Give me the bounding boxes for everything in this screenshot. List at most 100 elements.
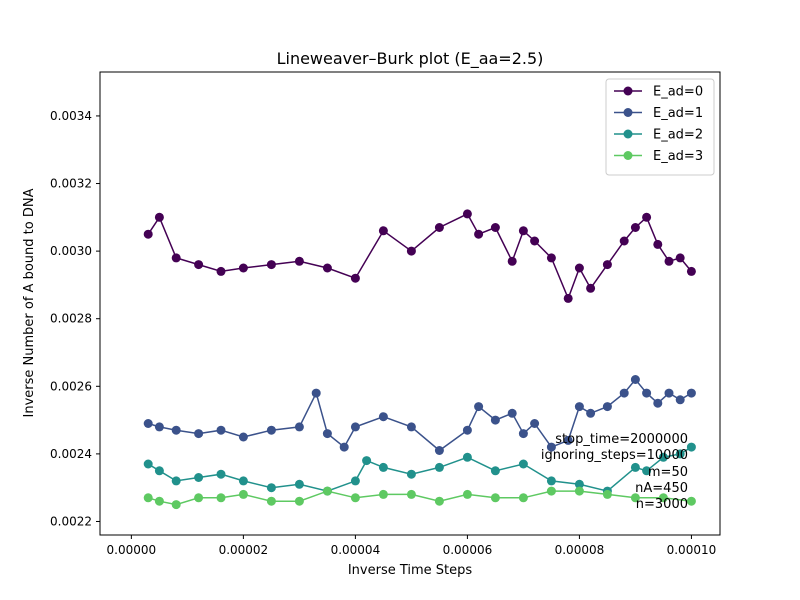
- data-point: [530, 236, 540, 246]
- data-point: [518, 493, 528, 503]
- data-point: [507, 408, 517, 418]
- data-point: [630, 375, 640, 384]
- data-point: [362, 456, 372, 466]
- data-point: [378, 226, 388, 236]
- data-point: [322, 263, 332, 273]
- data-point: [194, 260, 204, 270]
- legend-marker: [623, 151, 633, 160]
- data-point: [619, 236, 629, 246]
- legend-label: E_ad=2: [653, 128, 703, 143]
- data-point: [216, 425, 226, 435]
- data-point: [546, 253, 556, 263]
- data-point: [434, 223, 444, 232]
- y-tick-label: 0.0028: [50, 312, 92, 326]
- legend: E_ad=0 E_ad=1 E_ad=2 E_ad=3: [605, 78, 715, 176]
- data-point: [474, 229, 484, 239]
- legend-marker: [623, 86, 633, 96]
- data-point: [294, 422, 304, 432]
- data-point: [154, 212, 164, 222]
- y-tick-label: 0.0034: [50, 109, 92, 123]
- series-2: [143, 442, 696, 496]
- data-point: [518, 226, 528, 236]
- data-point: [378, 412, 388, 422]
- data-point: [630, 493, 640, 503]
- data-point: [434, 446, 444, 455]
- data-point: [294, 496, 304, 506]
- data-point: [238, 263, 248, 273]
- annotation-m: m=50: [648, 465, 688, 480]
- data-point: [507, 256, 517, 266]
- data-point: [619, 388, 629, 398]
- plot-frame: [99, 71, 721, 536]
- x-tick-label: 0.00004: [331, 543, 381, 557]
- data-point: [171, 253, 181, 263]
- data-point: [546, 442, 556, 452]
- data-point: [238, 489, 248, 499]
- data-point: [546, 486, 556, 496]
- annotation-na: nA=450: [635, 481, 688, 496]
- legend-label: E_ad=0: [653, 85, 703, 100]
- legend-item: E_ad=3: [614, 149, 703, 164]
- data-point: [530, 419, 540, 428]
- data-point: [143, 419, 153, 428]
- data-point: [563, 293, 573, 303]
- data-point: [266, 483, 276, 493]
- data-point: [686, 496, 696, 506]
- y-tick-label: 0.0026: [50, 379, 92, 393]
- data-point: [238, 432, 248, 442]
- data-point: [406, 422, 416, 432]
- data-point: [294, 256, 304, 266]
- data-point: [563, 435, 573, 445]
- series-line: [147, 490, 692, 506]
- data-point: [462, 425, 472, 435]
- data-point: [664, 388, 674, 398]
- legend-box: [605, 78, 715, 176]
- data-point: [171, 425, 181, 435]
- y-tick-label: 0.0032: [50, 177, 92, 191]
- data-point: [322, 429, 332, 439]
- annotation-ignoring-steps: ignoring_steps=10000: [541, 448, 688, 463]
- data-point: [602, 489, 612, 499]
- data-point: [406, 246, 416, 256]
- y-tick-label: 0.0022: [50, 514, 92, 528]
- data-point: [602, 402, 612, 412]
- data-point: [474, 402, 484, 412]
- y-axis-label: Inverse Number of A bound to DNA: [22, 188, 37, 417]
- x-axis: 0.00000 0.00002 0.00004 0.00006 0.00008 0.000…: [107, 535, 716, 557]
- data-point: [658, 452, 668, 462]
- data-point: [586, 283, 596, 293]
- data-point: [171, 476, 181, 486]
- y-tick-label: 0.0030: [50, 244, 92, 258]
- data-point: [339, 442, 349, 452]
- data-point: [574, 479, 584, 489]
- data-point: [546, 476, 556, 486]
- data-point: [378, 489, 388, 499]
- data-point: [154, 422, 164, 432]
- legend-item: E_ad=1: [614, 106, 703, 121]
- x-tick-label: 0.00002: [219, 543, 269, 557]
- data-point: [406, 489, 416, 499]
- data-point: [462, 209, 472, 219]
- data-point: [154, 466, 164, 476]
- data-point: [350, 422, 360, 432]
- legend-label: E_ad=3: [653, 149, 703, 164]
- data-point: [490, 223, 500, 232]
- data-point: [653, 239, 663, 249]
- legend-item: E_ad=2: [614, 128, 703, 143]
- data-point: [518, 459, 528, 469]
- data-point: [434, 462, 444, 472]
- data-point: [586, 408, 596, 418]
- data-point: [350, 493, 360, 503]
- data-point: [216, 469, 226, 479]
- legend-marker: [623, 129, 633, 139]
- data-point: [322, 486, 332, 496]
- data-point: [642, 212, 652, 222]
- data-point: [216, 493, 226, 503]
- data-point: [462, 452, 472, 462]
- data-point: [490, 466, 500, 476]
- data-point: [266, 425, 276, 435]
- annotation-stop-time: stop_time=2000000: [555, 432, 688, 447]
- data-point: [216, 266, 226, 276]
- annotations: stop_time=2000000 ignoring_steps=10000 m…: [541, 432, 688, 512]
